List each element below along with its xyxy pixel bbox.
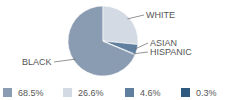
legend-label: 0.3%: [196, 88, 217, 98]
legend-swatch: [181, 88, 190, 97]
pie: [68, 6, 138, 76]
leader-line: [133, 52, 148, 54]
pie-slice: [103, 41, 135, 55]
legend-label: 68.5%: [18, 88, 44, 98]
legend-label: 26.6%: [78, 88, 104, 98]
legend-label: 4.6%: [140, 88, 161, 98]
slice-label: WHITE: [146, 10, 175, 20]
chart: BLACKWHITEASIANHISPANIC68.5%26.6%4.6%0.3…: [0, 0, 240, 100]
legend: 68.5% 26.6% 4.6% 0.3%: [3, 88, 217, 98]
pie-slice: [103, 6, 138, 45]
legend-swatch: [125, 88, 134, 97]
slice-label: BLACK: [22, 57, 52, 67]
leader-line: [127, 15, 144, 19]
leader-line: [54, 59, 75, 62]
slice-label: HISPANIC: [150, 47, 192, 57]
legend-swatch: [63, 88, 72, 97]
pie-slice: [103, 41, 138, 54]
legend-swatch: [3, 88, 12, 97]
leader-line: [135, 43, 148, 49]
